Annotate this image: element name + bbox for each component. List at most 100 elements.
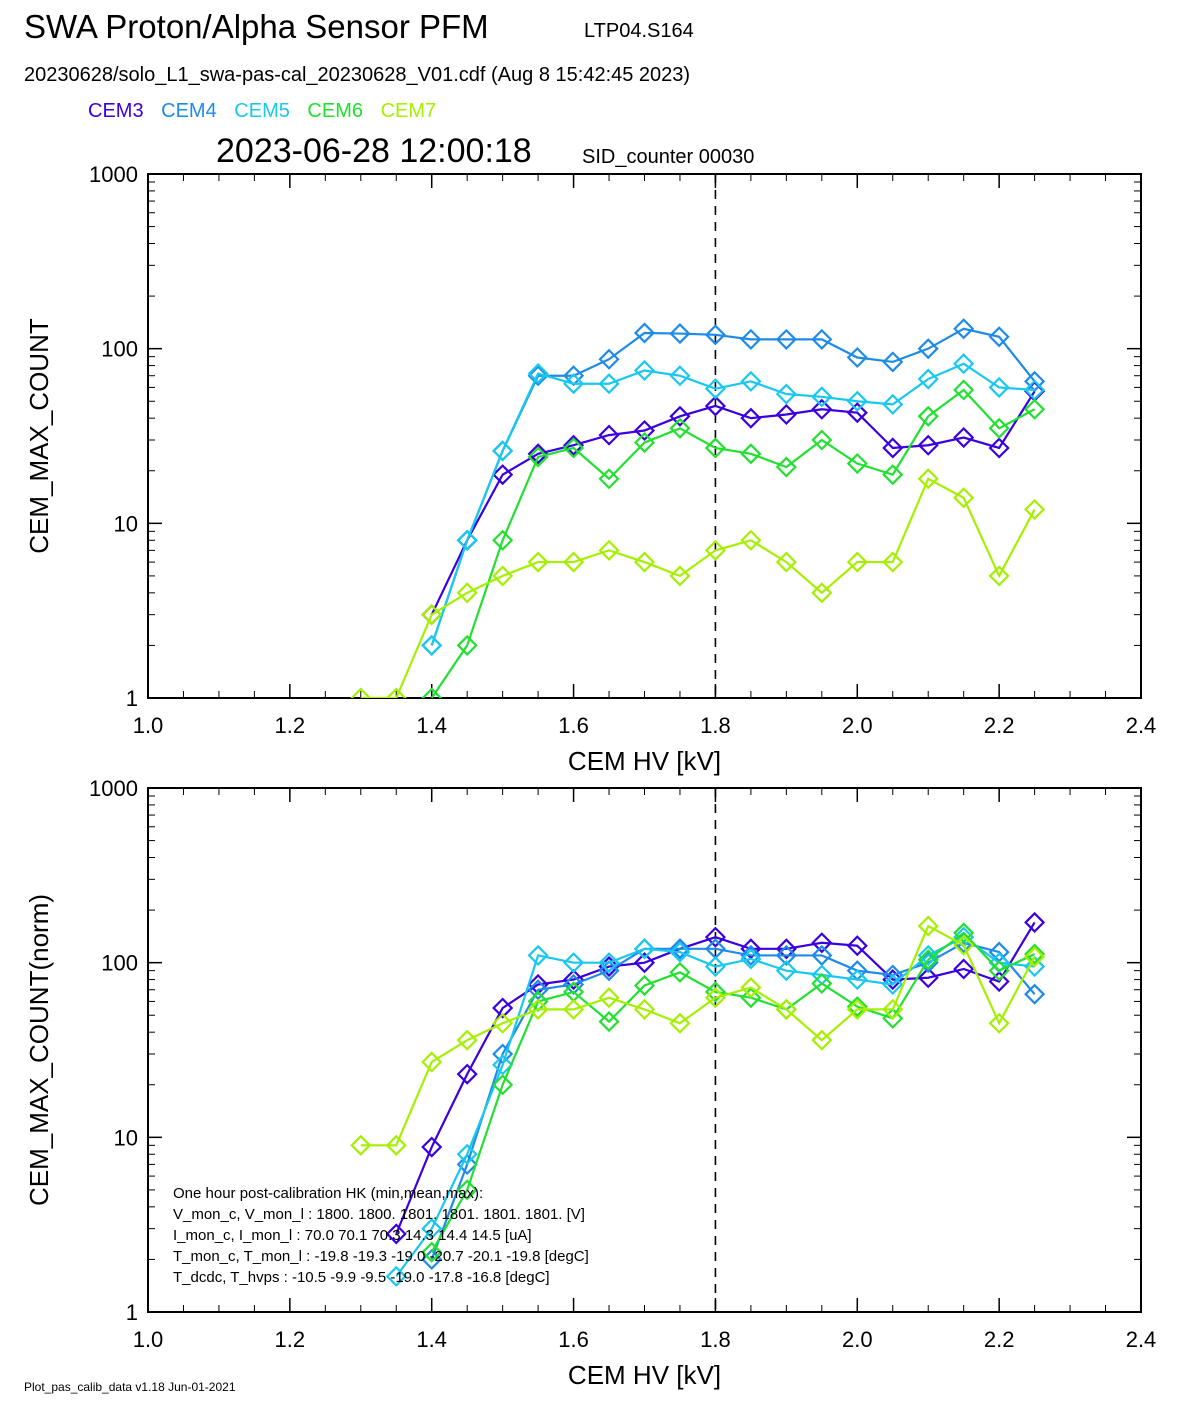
data-point-cem3 — [953, 958, 975, 980]
data-point-cem3 — [882, 437, 904, 459]
legend-entry-cem6: CEM6 — [307, 100, 363, 122]
data-point-cem5 — [456, 529, 478, 551]
y-tick-label: 10 — [114, 511, 138, 536]
data-point-cem5 — [882, 973, 904, 996]
data-point-cem3 — [598, 424, 620, 446]
data-point-cem7 — [492, 1012, 514, 1034]
x-tick-label: 1.8 — [700, 1327, 731, 1352]
data-point-cem7 — [421, 604, 443, 626]
data-point-cem7 — [811, 1029, 833, 1051]
data-point-cem6 — [704, 437, 726, 459]
data-point-cem6 — [598, 468, 620, 490]
data-point-cem3 — [988, 970, 1010, 993]
data-point-cem7 — [563, 998, 585, 1020]
y-tick-label: 1 — [126, 686, 138, 711]
timestamp: 2023-06-28 12:00:18 — [216, 132, 532, 170]
data-point-cem5 — [1024, 956, 1046, 978]
hk-table: One hour post-calibration HK (min,mean,m… — [173, 1185, 589, 1286]
x-tick-label: 1.8 — [700, 713, 731, 738]
x-tick-label: 1.6 — [558, 713, 589, 738]
data-point-cem7 — [669, 565, 691, 587]
data-point-cem5 — [385, 1265, 407, 1287]
data-point-cem6 — [988, 960, 1010, 982]
data-point-cem6 — [669, 417, 691, 439]
data-point-cem5 — [421, 1218, 443, 1240]
data-point-cem7 — [846, 998, 868, 1020]
data-point-cem6 — [421, 687, 443, 698]
y-tick-label: 100 — [101, 951, 138, 976]
data-point-cem4 — [846, 346, 868, 369]
chart-panel-2: 1.0 1.2 1.4 1.6 1.8 2.0 2.2 2.4 1 10 100 1000 CEM HV… — [24, 776, 1156, 1390]
data-point-cem5 — [882, 393, 904, 415]
data-point-cem4 — [740, 944, 762, 966]
data-point-cem7 — [882, 551, 904, 573]
data-point-cem4 — [1024, 370, 1046, 392]
data-point-cem5 — [917, 368, 939, 390]
chart-panel-1: 1.0 1.2 1.4 1.6 1.8 2.0 2.2 2.4 1 10 100 1000 CEM HV… — [24, 162, 1156, 776]
footer-version: Plot_pas_calib_data v1.18 Jun-01-2021 — [24, 1380, 236, 1394]
data-point-cem6 — [456, 634, 478, 656]
plot-frame — [147, 173, 1142, 699]
data-point-cem6 — [846, 452, 868, 475]
series-line-cem3 — [430, 390, 1036, 616]
data-point-cem6 — [811, 429, 833, 451]
data-point-cem4 — [775, 944, 797, 966]
data-point-cem5 — [563, 952, 585, 974]
x-axis-title: CEM HV [kV] — [568, 1360, 721, 1390]
data-point-cem6 — [456, 1179, 478, 1201]
x-axis-title: CEM HV [kV] — [568, 746, 721, 776]
data-point-cem7 — [421, 1051, 443, 1073]
data-point-cem6 — [669, 961, 691, 983]
data-point-cem7 — [1024, 498, 1046, 521]
data-point-cem7 — [669, 1012, 691, 1034]
data-point-cem7 — [456, 1029, 478, 1051]
data-point-cem7 — [350, 687, 372, 698]
series-line-cem6 — [430, 388, 1036, 698]
data-point-cem5 — [811, 386, 833, 408]
data-point-cem5 — [669, 365, 691, 387]
data-point-cem5 — [988, 376, 1010, 398]
data-point-cem4 — [917, 338, 939, 360]
y-axis-title: CEM_MAX_COUNT(norm) — [24, 894, 54, 1206]
x-tick-label: 1.4 — [416, 1327, 447, 1352]
data-point-cem4 — [988, 326, 1010, 348]
file-line: 20230628/solo_L1_swa-pas-cal_20230628_V0… — [24, 64, 691, 86]
data-point-cem6 — [988, 417, 1010, 439]
data-point-cem3 — [421, 1136, 443, 1158]
data-point-cem3 — [775, 403, 797, 426]
x-tick-label: 2.0 — [842, 713, 873, 738]
data-point-cem3 — [1024, 911, 1046, 933]
data-point-cem7 — [775, 998, 797, 1020]
data-point-cem6 — [492, 1074, 514, 1096]
series-line-cem3 — [395, 921, 1036, 1235]
data-point-cem5 — [846, 390, 868, 412]
data-point-cem7 — [846, 551, 868, 573]
data-point-cem4 — [669, 938, 691, 960]
series-group — [350, 911, 1046, 1287]
data-point-cem5 — [563, 373, 585, 395]
data-point-cem7 — [527, 551, 549, 573]
data-point-cem6 — [811, 972, 833, 995]
data-point-cem5 — [456, 1143, 478, 1165]
series-line-cem5 — [430, 362, 1035, 646]
x-tick-label: 1.0 — [133, 713, 164, 738]
x-tick-label: 1.0 — [133, 1327, 164, 1352]
data-point-cem5 — [492, 1054, 514, 1076]
data-point-cem3 — [563, 434, 585, 456]
data-point-cem7 — [953, 934, 975, 956]
data-point-cem4 — [669, 323, 691, 345]
legend-entry-cem3: CEM3 — [88, 100, 144, 122]
hk-table-row: T_dcdc, T_hvps : -10.5 -9.9 -9.5 -19.0 -… — [173, 1269, 550, 1286]
data-point-cem3 — [846, 402, 868, 424]
data-point-cem5 — [846, 969, 868, 991]
data-point-cem3 — [492, 997, 514, 1019]
x-tick-label: 2.4 — [1126, 713, 1157, 738]
legend-entry-cem7: CEM7 — [380, 100, 437, 122]
data-point-cem4 — [775, 328, 797, 350]
data-point-cem7 — [953, 487, 975, 509]
y-axis-title: CEM_MAX_COUNT — [24, 318, 54, 554]
series-group — [350, 318, 1046, 698]
y-tick-label: 100 — [101, 337, 138, 362]
data-point-cem7 — [598, 987, 620, 1009]
